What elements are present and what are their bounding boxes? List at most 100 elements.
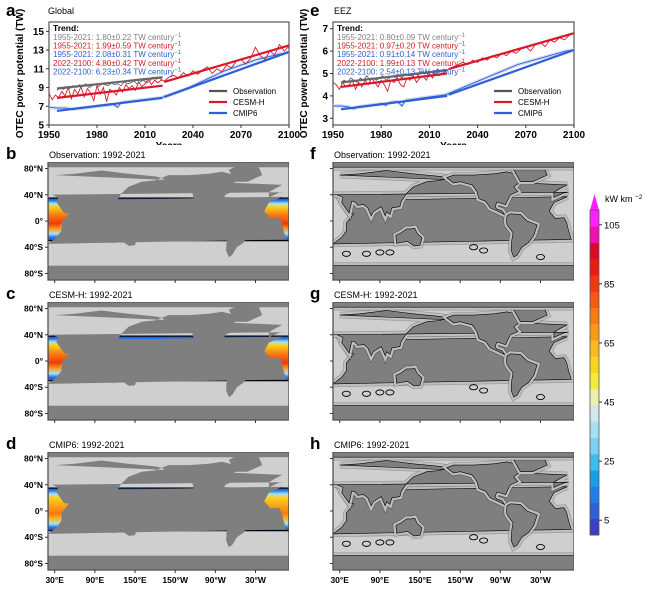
superscript: −1 bbox=[174, 59, 182, 65]
series-band-cmip6 bbox=[49, 50, 289, 111]
eez-island-outline bbox=[469, 534, 479, 541]
eez-island-outline bbox=[536, 254, 545, 261]
trend-line-cesm-h bbox=[163, 44, 290, 83]
trend-annotation: 2022-2100: 6.23±0.34 TW century−1 bbox=[53, 67, 182, 76]
lat-tick-label: 40°S bbox=[24, 382, 43, 392]
panel-letter-c: c bbox=[6, 284, 16, 303]
legend-label: CESM-H bbox=[518, 98, 550, 107]
lat-tick-label: 40°N bbox=[24, 330, 43, 340]
lon-tick-label: 90°W bbox=[205, 575, 227, 585]
y-tick-label: 4 bbox=[322, 91, 328, 102]
lat-tick-label: 0° bbox=[35, 356, 44, 366]
landmass bbox=[48, 265, 289, 280]
lon-tick-label: 150°E bbox=[123, 575, 147, 585]
superscript: −1 bbox=[174, 42, 182, 48]
colorbar-tick-label: 25 bbox=[604, 457, 615, 468]
x-axis-label: Years bbox=[440, 141, 467, 145]
legend-label: Observation bbox=[518, 87, 561, 96]
map-title-c: CESM-H: 1992-2021 bbox=[49, 290, 133, 300]
y-tick-label: 5 bbox=[38, 121, 44, 132]
eez-island-outline bbox=[479, 387, 489, 394]
map-body: 30°E 90°E 150°E 150°W 90°W 30°W bbox=[330, 452, 574, 585]
eez-island-outline bbox=[362, 250, 371, 257]
x-axis-label: Years bbox=[156, 141, 183, 145]
landmass bbox=[221, 213, 253, 258]
x-tick-label: 2070 bbox=[230, 130, 253, 141]
eez-island-outline bbox=[479, 537, 489, 544]
superscript: −1 bbox=[174, 33, 182, 39]
colorbar-segment bbox=[590, 226, 599, 243]
superscript: −1 bbox=[458, 42, 466, 48]
trend-annotation: 1955-2021: 1.99±0.59 TW century−1 bbox=[53, 42, 182, 51]
line-chart-eez: 3 4 5 6 7 1950 1980 2010 2040 2070 2100 Years OTEC p… bbox=[300, 9, 586, 145]
colorbar-tick-label: 65 bbox=[604, 338, 615, 349]
map-h: 30°E 90°E 150°E 150°W 90°W 30°W bbox=[330, 452, 574, 585]
colorbar-tick-label: 105 bbox=[604, 220, 620, 231]
landmass bbox=[333, 452, 574, 458]
colorbar-segment bbox=[590, 372, 599, 390]
lat-tick-label: 0° bbox=[35, 506, 44, 516]
legend-label: CESM-H bbox=[233, 98, 265, 107]
landmass bbox=[446, 171, 521, 217]
map-f bbox=[330, 162, 574, 283]
eez-island-outline bbox=[341, 540, 351, 547]
colorbar-segment bbox=[590, 518, 599, 536]
plot-frame bbox=[48, 21, 290, 126]
trend-line-observation bbox=[340, 69, 448, 84]
landmass bbox=[48, 452, 289, 458]
colorbar-tick-label: 5 bbox=[604, 516, 609, 527]
map-content bbox=[48, 452, 289, 570]
landmass bbox=[48, 196, 287, 244]
lon-tick-label: 150°W bbox=[447, 575, 474, 585]
colorbar-segment bbox=[590, 405, 599, 422]
trend-annotation: 2022-2100: 1.99±0.13 TW century−1 bbox=[337, 59, 466, 68]
eez-island-outline bbox=[536, 544, 545, 551]
landmass bbox=[161, 171, 236, 216]
colorbar-segment bbox=[590, 356, 599, 373]
y-axis-label: OTEC power potential (TW) bbox=[300, 9, 310, 138]
colorbar-segment bbox=[590, 453, 599, 471]
eez-island-outline bbox=[479, 247, 489, 254]
eez-island-outline bbox=[375, 539, 385, 546]
map-d: 80°N 40°N 0° 40°S 80°S30°E 90°E 150°E 150°W 90°W… bbox=[24, 452, 289, 585]
colorbar-unit-label: kW km −2 bbox=[605, 194, 643, 204]
panel-letter-d: d bbox=[6, 434, 17, 453]
landmass bbox=[395, 227, 423, 247]
landmass bbox=[506, 353, 538, 398]
superscript: −1 bbox=[458, 67, 466, 73]
panel-letter-h: h bbox=[310, 434, 321, 453]
landmass bbox=[333, 405, 574, 420]
trend-header: Trend: bbox=[337, 23, 363, 33]
landmass bbox=[110, 228, 137, 246]
map-content bbox=[48, 162, 289, 280]
panel-title-eez: EEZ bbox=[334, 6, 352, 16]
panel-letter-a: a bbox=[6, 1, 16, 20]
map-body: 80°N 40°N 0° 40°S 80°S bbox=[24, 302, 289, 423]
trend-annotation: 1955-2021: 0.91±0.14 TW century−1 bbox=[337, 50, 466, 59]
eez-island-outline bbox=[536, 394, 545, 401]
y-axis-label: OTEC power potential (TW) bbox=[15, 9, 26, 138]
lat-tick-label: 80°N bbox=[24, 164, 43, 174]
lat-tick-label: 80°S bbox=[24, 268, 43, 278]
landmass bbox=[48, 555, 289, 570]
colorbar-segment bbox=[590, 307, 599, 325]
landmass bbox=[333, 460, 569, 507]
x-tick-label: 2040 bbox=[466, 130, 489, 141]
y-tick-label: 9 bbox=[38, 83, 44, 94]
colorbar-segment bbox=[590, 470, 599, 487]
southern-ocean bbox=[48, 259, 289, 266]
map-title-d: CMIP6: 1992-2021 bbox=[49, 440, 125, 450]
y-tick-label: 6 bbox=[322, 47, 328, 58]
trend-line-cmip6 bbox=[340, 94, 448, 111]
eez-island-outline bbox=[341, 250, 351, 257]
trend-line-observation bbox=[56, 76, 163, 90]
eez-island-outline bbox=[385, 539, 395, 546]
landmass bbox=[333, 302, 574, 308]
landmass bbox=[228, 456, 263, 472]
trend-annotation: 2022-2100: 4.80±0.42 TW century−1 bbox=[53, 59, 182, 68]
trend-annotation: 1955-2021: 2.08±0.31 TW century−1 bbox=[53, 50, 182, 59]
lon-tick-label: 30°E bbox=[45, 575, 64, 585]
eez-island-outline bbox=[362, 540, 371, 547]
landmass bbox=[221, 353, 253, 398]
superscript: −1 bbox=[458, 59, 466, 65]
